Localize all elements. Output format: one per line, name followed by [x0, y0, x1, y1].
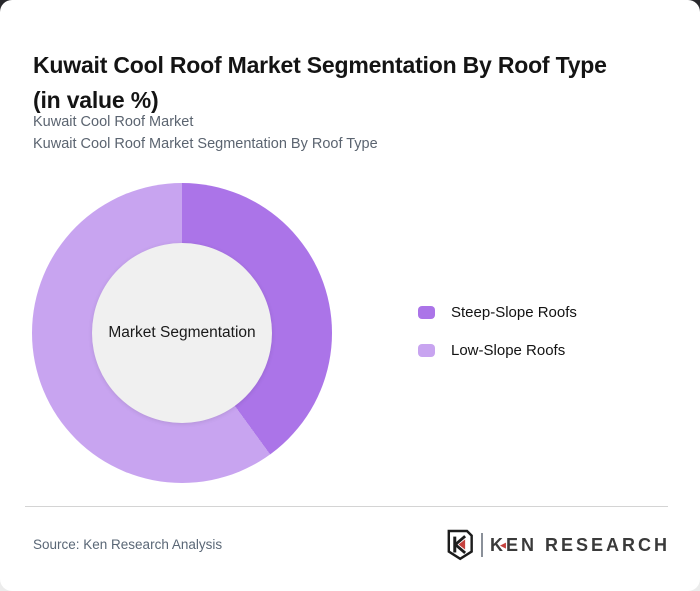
chart-legend: Steep-Slope Roofs Low-Slope Roofs [418, 304, 577, 381]
title-line-2: (in value %) [33, 87, 159, 114]
brand-red-triangle-icon: ◄ [497, 540, 508, 552]
legend-item-steep-slope[interactable]: Steep-Slope Roofs [418, 304, 577, 321]
subtitle-line-2: Kuwait Cool Roof Market Segmentation By … [33, 135, 378, 152]
logo-divider-bar [480, 533, 483, 557]
legend-label: Low-Slope Roofs [451, 342, 566, 359]
legend-label: Steep-Slope Roofs [451, 304, 577, 321]
ken-research-logo: KEN RESEARCH ◄ [446, 528, 670, 562]
subtitle-line-1: Kuwait Cool Roof Market [33, 114, 194, 130]
donut-chart[interactable]: Market Segmentation [32, 183, 332, 483]
legend-swatch-low-slope-icon [418, 344, 435, 357]
ken-research-shield-icon [447, 529, 473, 561]
donut-center-label: Market Segmentation [108, 324, 256, 341]
legend-swatch-steep-slope-icon [418, 306, 435, 319]
source-note: Source: Ken Research Analysis [33, 537, 223, 552]
donut-center: Market Segmentation [92, 243, 272, 423]
footer-divider [25, 506, 668, 507]
page-title: Kuwait Cool Roof Market Segmentation By … [33, 48, 658, 118]
brand-wordmark: KEN RESEARCH ◄ [490, 535, 670, 556]
title-line-1: Kuwait Cool Roof Market Segmentation By … [33, 52, 607, 79]
legend-item-low-slope[interactable]: Low-Slope Roofs [418, 342, 577, 359]
chart-subtitle: Kuwait Cool Roof Market Kuwait Cool Roof… [33, 112, 378, 155]
brand-wordmark-text: KEN RESEARCH [489, 534, 670, 555]
